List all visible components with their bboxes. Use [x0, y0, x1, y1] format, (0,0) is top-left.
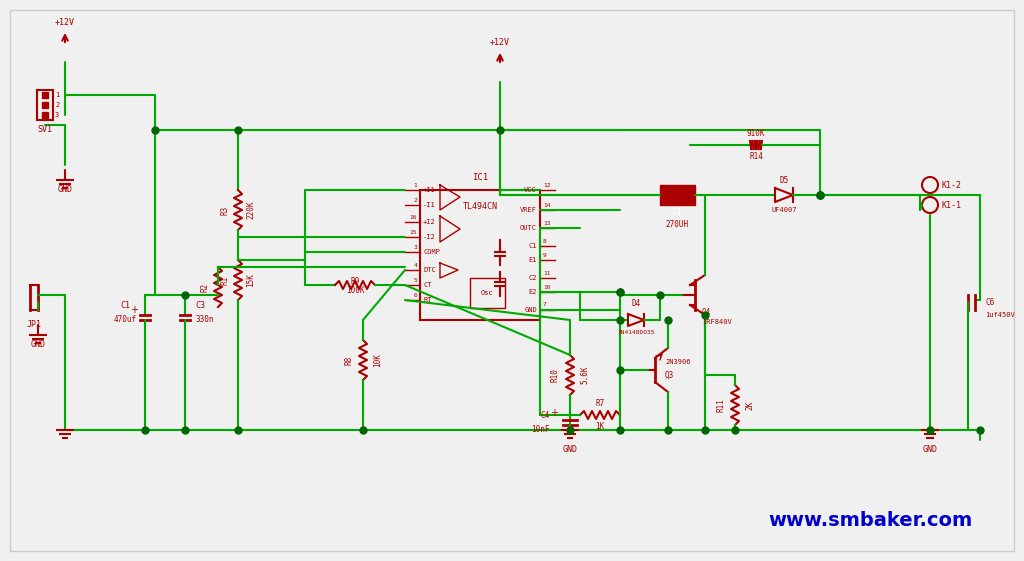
Text: COMP: COMP: [423, 249, 440, 255]
Text: VREF: VREF: [520, 207, 537, 213]
Text: DTC: DTC: [423, 267, 436, 273]
Text: 15K: 15K: [246, 273, 255, 287]
Text: 220K: 220K: [246, 201, 255, 219]
Text: E2: E2: [528, 289, 537, 295]
Text: 2: 2: [414, 197, 417, 203]
Text: 8: 8: [543, 238, 547, 243]
Text: C3: C3: [195, 301, 205, 310]
Text: UF4007: UF4007: [771, 207, 797, 213]
Text: R14: R14: [750, 152, 763, 161]
Text: IRF840V: IRF840V: [702, 319, 732, 325]
Text: 100K: 100K: [346, 286, 365, 295]
Text: 1: 1: [55, 92, 59, 98]
Text: 1uf450V: 1uf450V: [985, 312, 1015, 318]
Text: C1: C1: [528, 243, 537, 249]
Text: Q4: Q4: [702, 308, 712, 317]
Text: 5.6K: 5.6K: [580, 366, 589, 384]
Text: K1-1: K1-1: [942, 200, 962, 209]
Text: R10: R10: [551, 368, 560, 382]
Text: 3: 3: [414, 245, 417, 250]
Text: 1N4148DO35: 1N4148DO35: [617, 330, 654, 335]
Text: R11: R11: [716, 398, 725, 412]
Text: 6: 6: [414, 292, 417, 297]
Text: 470uf: 470uf: [114, 315, 136, 324]
Text: +: +: [130, 305, 138, 315]
Text: JP1: JP1: [27, 320, 42, 329]
Text: 9: 9: [543, 252, 547, 257]
Text: 2N3906: 2N3906: [665, 359, 690, 365]
Text: 10nF: 10nF: [531, 425, 550, 435]
Text: OUTC: OUTC: [520, 225, 537, 231]
Text: +: +: [550, 408, 558, 418]
Text: GND: GND: [562, 445, 578, 454]
Text: GND: GND: [524, 307, 537, 313]
Text: 10: 10: [543, 284, 551, 289]
Text: 2: 2: [55, 102, 59, 108]
Text: K1-2: K1-2: [942, 181, 962, 190]
Text: C6: C6: [985, 297, 994, 306]
Text: E1: E1: [528, 257, 537, 263]
Text: L1: L1: [673, 208, 682, 217]
Text: -I2: -I2: [423, 234, 436, 240]
Text: 13: 13: [543, 220, 551, 226]
Text: D5: D5: [779, 176, 788, 185]
Text: +12V: +12V: [55, 18, 75, 27]
Text: Osc: Osc: [480, 290, 494, 296]
Text: TL494CN: TL494CN: [463, 202, 498, 211]
Text: R1: R1: [221, 275, 230, 284]
Text: 5: 5: [414, 278, 417, 283]
Text: GND: GND: [31, 340, 45, 349]
Text: 1K: 1K: [595, 422, 604, 431]
Text: R7: R7: [595, 399, 604, 408]
Text: +12V: +12V: [490, 38, 510, 47]
Text: R2: R2: [201, 282, 210, 292]
Text: 2K: 2K: [745, 401, 754, 410]
Bar: [470, 278, 505, 308]
Text: 12: 12: [543, 182, 551, 187]
Text: 1: 1: [414, 182, 417, 187]
Text: RT: RT: [423, 297, 431, 303]
Text: 11: 11: [543, 270, 551, 275]
Text: +I1: +I1: [423, 187, 436, 193]
Text: R9: R9: [350, 277, 359, 286]
Text: 270UH: 270UH: [666, 220, 688, 229]
Text: GND: GND: [923, 445, 938, 454]
Text: GND: GND: [57, 185, 73, 194]
Text: Q3: Q3: [665, 370, 674, 379]
Text: 3: 3: [55, 112, 59, 118]
Text: 7: 7: [543, 302, 547, 307]
Text: 16: 16: [410, 214, 417, 219]
Text: CT: CT: [423, 282, 431, 288]
Text: R8: R8: [344, 355, 353, 365]
Bar: [660, 185, 695, 205]
Text: +I2: +I2: [423, 219, 436, 225]
Text: 330n: 330n: [195, 315, 213, 324]
Text: 14: 14: [543, 203, 551, 208]
Text: R3: R3: [221, 205, 230, 215]
Text: 10K: 10K: [373, 353, 382, 367]
Text: C2: C2: [528, 275, 537, 281]
Bar: [37, 90, 53, 120]
Text: C4: C4: [541, 411, 550, 420]
Text: VCC: VCC: [524, 187, 537, 193]
Bar: [420, 190, 540, 320]
Text: 910K: 910K: [746, 129, 765, 138]
Text: IC1: IC1: [472, 173, 488, 182]
Text: C1: C1: [120, 301, 130, 310]
Text: www.smbaker.com: www.smbaker.com: [768, 511, 972, 530]
Text: 4: 4: [414, 263, 417, 268]
Text: 15: 15: [410, 229, 417, 234]
Text: SV1: SV1: [38, 125, 52, 134]
Text: D4: D4: [632, 299, 641, 308]
Text: -I1: -I1: [423, 202, 436, 208]
